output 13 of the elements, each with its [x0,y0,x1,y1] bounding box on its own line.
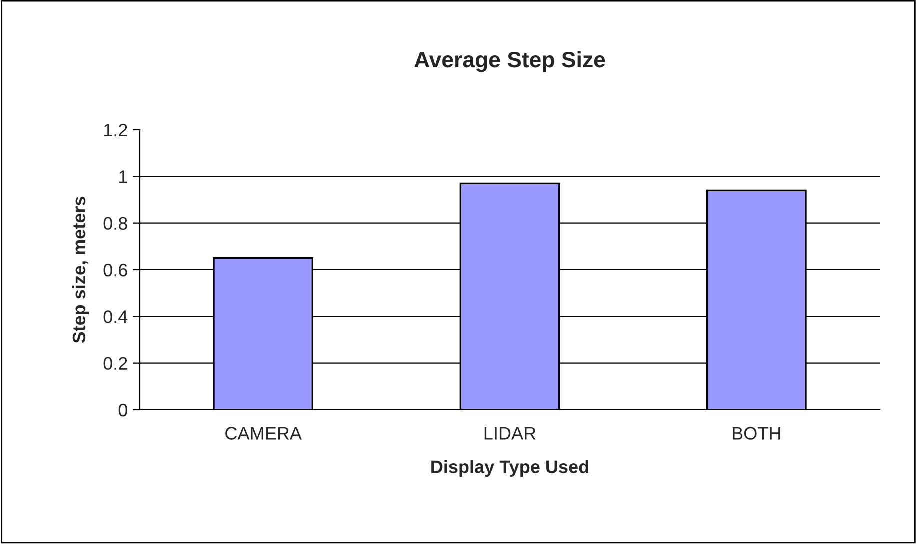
y-axis-title: Step size, meters [72,196,90,344]
chart-title: Average Step Size [414,51,606,72]
y-tick-label: 0 [118,404,128,417]
x-tick-label: BOTH [733,427,780,440]
y-tick-label: 1.2 [104,124,128,137]
y-tick-label: 1 [120,170,128,184]
y-tick-label: 0.2 [104,357,128,370]
y-tick-label: 0.6 [104,264,128,277]
x-tick-label: LIDAR [484,427,536,440]
x-tick-label: CAMERA [226,427,302,440]
y-tick-label: 0.4 [104,310,128,324]
x-axis-title: Display Type Used [432,460,588,477]
y-tick-label: 0.8 [104,217,128,230]
